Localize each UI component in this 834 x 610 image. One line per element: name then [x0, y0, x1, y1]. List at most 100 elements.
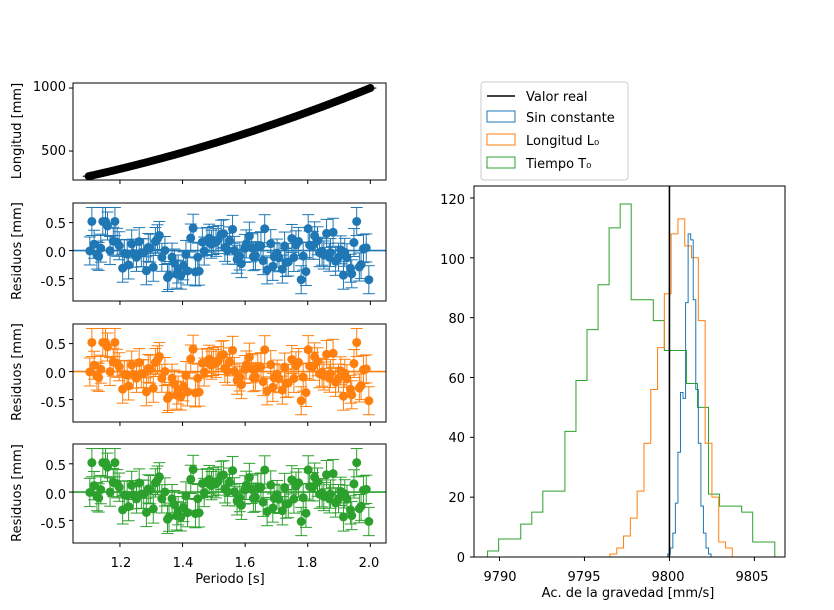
residuos-sin-constante-point [266, 239, 276, 249]
hist-ytick-label-40: 40 [448, 431, 465, 446]
residuos-tiempo-panel: Residuos [mm] 0.5 0.0 -0.5 1.2 1.4 1.6 1… [10, 443, 387, 587]
residuos-tiempo-point [188, 464, 198, 474]
residuos-sin-constante-point [258, 256, 268, 266]
longitud-panel: Longitud [mm] 500 1000 [10, 80, 387, 184]
xtick-label-2.0: 2.0 [359, 556, 380, 571]
residuos-sin-constante-point [114, 241, 124, 251]
residuos-tiempo-point [235, 493, 245, 503]
hist-xtick-label-9805: 9805 [735, 570, 768, 585]
residuos-sin-constante-point [289, 252, 299, 262]
residuos-tiempo-axes-frame [72, 443, 387, 544]
xtick-label-1.4: 1.4 [173, 556, 194, 571]
longitud-ytick-label-1000: 1000 [33, 80, 66, 95]
residuos-longitud-point [110, 337, 120, 347]
residuos-tiempo-point [268, 503, 278, 513]
residuos-sin-constante-ytick-label-0.5: 0.5 [45, 217, 66, 232]
residuos-sin-constante-point [235, 251, 245, 261]
residuos-tiempo-point [154, 472, 164, 482]
residuos-longitud-point [188, 344, 198, 354]
residuos-sin-constante-point [194, 266, 204, 276]
residuos-sin-constante-point [127, 239, 137, 249]
residuos-sin-constante-point [294, 236, 304, 246]
residuos-tiempo-point [157, 494, 167, 504]
residuos-tiempo-point [183, 508, 193, 518]
legend-valor-real-label: Valor real [526, 90, 588, 105]
residuos-longitud-point [266, 360, 276, 370]
residuos-tiempo-point [164, 512, 174, 522]
xtick-label-1.8: 1.8 [297, 556, 318, 571]
residuos-sin-constante-ylabel: Residuos [mm] [10, 202, 25, 300]
longitud-points [82, 84, 377, 181]
residuos-sin-constante-point [250, 251, 260, 261]
legend-sin-constante-label: Sin constante [526, 111, 615, 126]
longitud-ytick-label-500: 500 [41, 144, 66, 159]
residuos-longitud-point [186, 354, 196, 364]
legend-box [480, 81, 629, 181]
residuos-tiempo-point [352, 458, 362, 468]
residuos-tiempo-point [277, 506, 287, 516]
residuos-tiempo-point [280, 482, 290, 492]
longitud-ylabel: Longitud [mm] [10, 83, 25, 179]
residuos-tiempo-point [194, 508, 204, 518]
residuos-longitud-point [296, 396, 306, 406]
residuos-sin-constante-point [186, 233, 196, 243]
residuos-longitud-point [338, 391, 348, 401]
residuos-longitud-point [183, 387, 193, 397]
residuos-sin-constante-point [280, 241, 290, 251]
hist-ytick-label-120: 120 [440, 193, 465, 208]
residuos-longitud-panel: Residuos [mm] 0.5 0.0 -0.5 [10, 323, 387, 426]
residuos-longitud-point [235, 372, 245, 382]
residuos-sin-constante-point [183, 266, 193, 276]
residuos-tiempo-point [347, 511, 357, 521]
residuos-longitud-point [352, 337, 362, 347]
residuos-sin-constante-axes-frame [72, 202, 387, 302]
residuos-tiempo-point [338, 512, 348, 522]
longitud-point [366, 84, 375, 93]
hist-ytick-label-100: 100 [440, 253, 465, 268]
residuos-sin-constante-point [154, 230, 164, 240]
legend: Valor real Sin constante Longitud L₀ Tie… [480, 81, 629, 181]
residuos-sin-constante-point [277, 264, 287, 274]
gravedad-histogram-panel: 0 20 40 60 80 100 120 9790 9795 9800 980… [440, 185, 786, 601]
residuos-longitud-point [280, 362, 290, 372]
residuos-longitud-point [164, 391, 174, 401]
residuos-tiempo-point [228, 466, 238, 476]
residuos-sin-constante-point [236, 259, 246, 269]
hist-xtick-label-9795: 9795 [567, 570, 600, 585]
residuos-longitud-ytick-label-0.5: 0.5 [45, 338, 66, 353]
residuos-longitud-point [364, 396, 374, 406]
residuos-longitud-point [250, 372, 260, 382]
residuos-tiempo-point [127, 480, 137, 490]
residuos-longitud-point [289, 373, 299, 383]
residuos-tiempo-point [301, 508, 311, 518]
xtick-label-1.6: 1.6 [235, 556, 256, 571]
hist-longitud-l-series [609, 218, 733, 557]
residuos-tiempo-ytick-label--0.5: -0.5 [41, 517, 66, 532]
residuos-tiempo-point [148, 504, 158, 514]
residuos-tiempo-point [364, 517, 374, 527]
residuos-sin-constante-point [347, 269, 357, 279]
residuos-sin-constante-point [349, 238, 359, 248]
residuos-sin-constante-point [103, 221, 113, 231]
residuos-tiempo-point [287, 475, 297, 485]
residuos-tiempo-point [114, 482, 124, 492]
residuos-longitud-point [236, 380, 246, 390]
residuos-longitud-point [260, 345, 270, 355]
hist-ytick-label-0: 0 [457, 551, 465, 566]
legend-sin-constante-swatch [486, 110, 516, 123]
residuos-tiempo-point [94, 493, 104, 503]
residuos-sin-constante-point [260, 224, 270, 234]
residuos-longitud-point [277, 385, 287, 395]
legend-tiempo-swatch [486, 156, 516, 169]
residuos-sin-constante-point [124, 260, 134, 270]
residuos-sin-constante-point [364, 275, 374, 285]
residuos-sin-constante-point [228, 224, 238, 234]
residuos-tiempo-point [124, 502, 134, 512]
residuos-tiempo-ylabel: Residuos [mm] [10, 444, 25, 542]
residuos-tiempo-point [186, 474, 196, 484]
hist-axes-frame [473, 185, 786, 558]
residuos-tiempo-point [260, 465, 270, 475]
legend-tiempo-label: Tiempo T₀ [525, 157, 591, 172]
residuos-sin-constante-point [352, 216, 362, 226]
residuos-sin-constante-point [164, 270, 174, 280]
